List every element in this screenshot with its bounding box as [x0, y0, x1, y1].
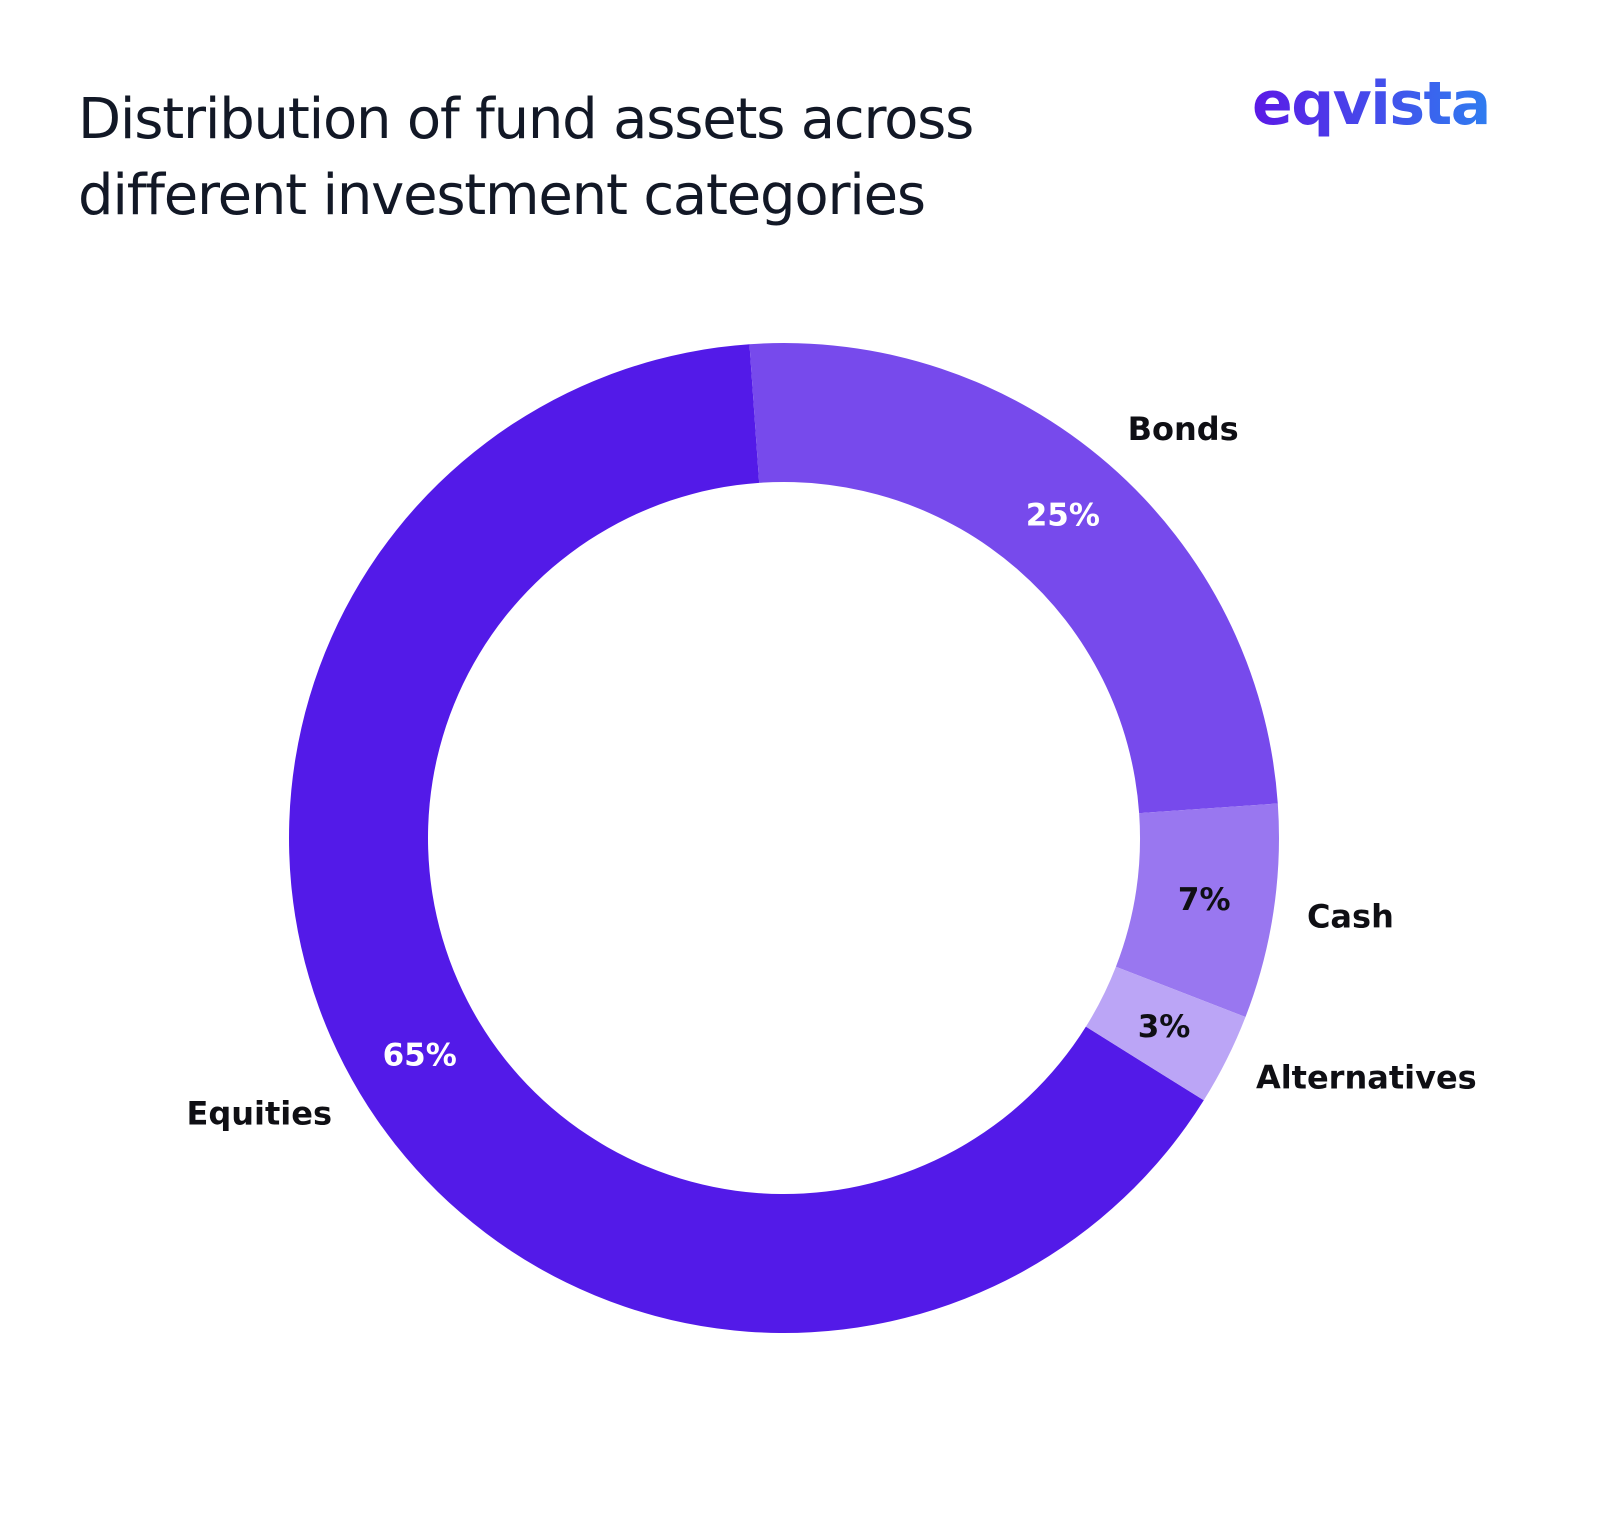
category-label-alternatives: Alternatives	[1256, 1058, 1477, 1096]
slice-equities	[289, 344, 1204, 1333]
slice-cash	[1115, 803, 1279, 1018]
category-label-equities: Equities	[186, 1095, 332, 1133]
eqvista-logo: eqvista	[1252, 69, 1491, 139]
category-labels: Equities Bonds Cash Alternatives	[186, 410, 1476, 1132]
slice-value-label-cash: 7%	[1178, 882, 1231, 918]
category-label-bonds: Bonds	[1128, 410, 1239, 448]
donut-slices	[289, 342, 1279, 1333]
logo-text: eqvista	[1252, 69, 1490, 139]
chart-title: Distribution of fund assets across diffe…	[78, 87, 974, 228]
slice-value-label-alternatives: 3%	[1138, 1009, 1191, 1045]
slice-alternatives	[1085, 966, 1246, 1101]
slice-value-label-bonds: 25%	[1026, 498, 1100, 534]
percentage-labels: 65% 25% 7% 3%	[383, 498, 1231, 1074]
category-label-cash: Cash	[1307, 898, 1394, 936]
slice-value-label-equities: 65%	[383, 1037, 457, 1073]
slice-bonds	[749, 342, 1278, 814]
